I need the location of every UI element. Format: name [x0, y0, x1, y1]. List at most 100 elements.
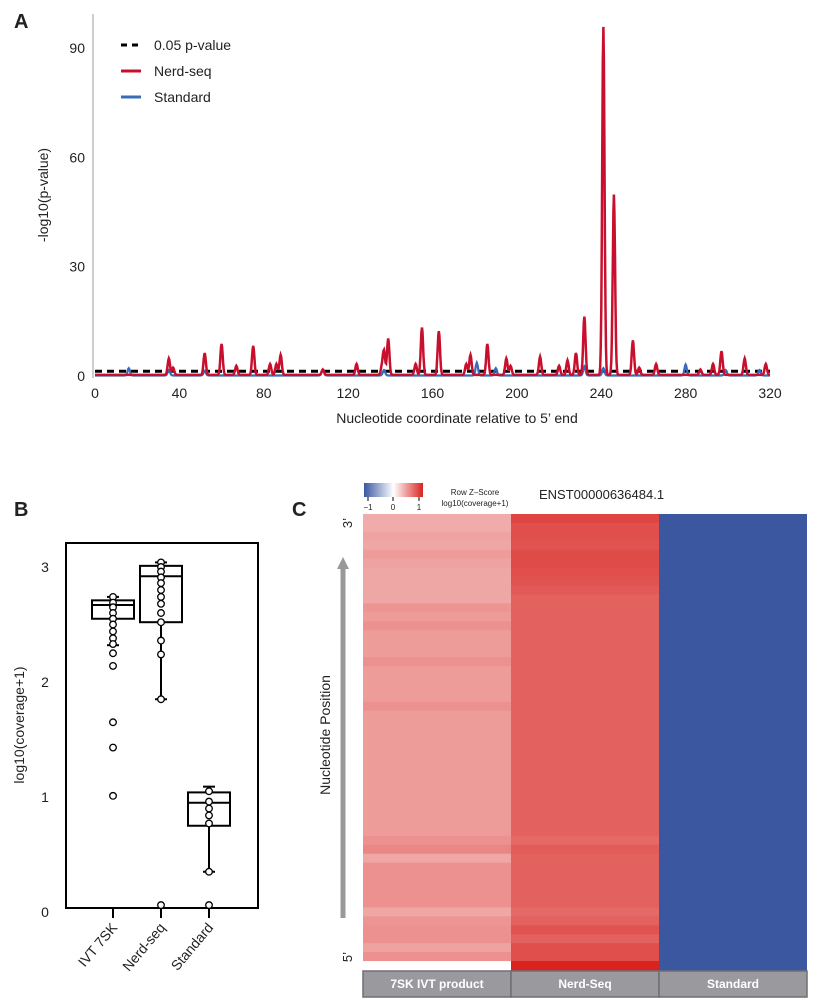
- heatmap-cell: [363, 549, 511, 560]
- heatmap-cell: [511, 800, 659, 810]
- heatmap-cell: [659, 835, 807, 846]
- colorbar-ticks: −1 0 1: [363, 497, 422, 512]
- heatmap-cell: [363, 800, 511, 810]
- heatmap-cell: [511, 603, 659, 613]
- heatmap-cell: [511, 889, 659, 900]
- heatmap-cell: [659, 818, 807, 828]
- x-tick-label: 80: [256, 385, 272, 401]
- heatmap-cell: [659, 800, 807, 810]
- heatmap-cell: [659, 826, 807, 837]
- legend-threshold-label: 0.05 p-value: [154, 37, 231, 53]
- data-point: [157, 599, 165, 608]
- heatmap-cell: [511, 648, 659, 658]
- heatmap-cell: [659, 603, 807, 613]
- heatmap-cell: [363, 666, 511, 676]
- data-point: [109, 620, 117, 629]
- heatmap-cell: [659, 540, 807, 551]
- heatmap-cell: [511, 701, 659, 712]
- data-point: [205, 811, 213, 820]
- heatmap-cell: [363, 657, 511, 667]
- y-tick-label: 0: [77, 368, 85, 384]
- heatmap-cell: [511, 746, 659, 757]
- heatmap-cell: [363, 558, 511, 569]
- heatmap-cell: [511, 907, 659, 917]
- heatmap-cell: [659, 782, 807, 792]
- series-line-standard: [95, 359, 770, 377]
- column-label: Standard: [707, 977, 759, 991]
- heatmap-cell: [511, 639, 659, 649]
- heatmap-cell: [659, 943, 807, 953]
- heatmap-cell: [363, 746, 511, 757]
- heatmap-cell: [659, 746, 807, 757]
- colorbar-tick: 0: [391, 503, 396, 512]
- heatmap-cell: [659, 889, 807, 900]
- heatmap-cell: [511, 961, 659, 971]
- heatmap-cell: [659, 522, 807, 533]
- heatmap-cell: [659, 567, 807, 578]
- heatmap-cell: [659, 862, 807, 873]
- heatmap-cell: [363, 961, 511, 971]
- heatmap-cell: [659, 719, 807, 730]
- heatmap-cell: [363, 514, 511, 524]
- heatmap-cell: [363, 809, 511, 819]
- heatmap-cell: [659, 531, 807, 542]
- y-tick-label: 1: [41, 789, 49, 805]
- heatmap-cell: [511, 531, 659, 542]
- arrow-up-icon: [337, 557, 349, 569]
- heatmap-cell: [511, 791, 659, 801]
- heatmap-cell: [659, 791, 807, 801]
- heatmap-cell: [363, 835, 511, 846]
- heatmap-cell: [511, 594, 659, 605]
- heatmap-cell: [363, 674, 511, 685]
- heatmap-cell: [363, 585, 511, 596]
- heatmap-cell: [511, 692, 659, 703]
- x-tick-label: 0: [91, 385, 99, 401]
- heatmap-cell: [363, 925, 511, 935]
- heatmap-cell: [659, 737, 807, 748]
- heatmap-cell: [659, 683, 807, 694]
- heatmap-cell: [511, 880, 659, 891]
- y-tick-label: 90: [69, 40, 85, 56]
- data-point: [157, 901, 165, 910]
- data-point: [157, 592, 165, 601]
- colorbar-title: Row Z–Score: [451, 488, 500, 497]
- heatmap-cell: [511, 683, 659, 694]
- heatmap-cell: [363, 898, 511, 909]
- heatmap-cell: [511, 576, 659, 587]
- heatmap-cell: [659, 907, 807, 917]
- data-point: [205, 797, 213, 806]
- heatmap-cell: [659, 576, 807, 587]
- heatmap-cell: [363, 773, 511, 783]
- data-point: [109, 791, 117, 800]
- heatmap-cell: [363, 701, 511, 712]
- heatmap-cell: [659, 710, 807, 721]
- data-point: [157, 650, 165, 659]
- x-tick-label: 200: [505, 385, 529, 401]
- heatmap-cell: [511, 782, 659, 792]
- heatmap-cell: [363, 522, 511, 533]
- heatmap-cell: [511, 853, 659, 864]
- heatmap-cell: [511, 612, 659, 622]
- data-point: [157, 636, 165, 645]
- heatmap-cell: [659, 701, 807, 712]
- data-point: [157, 586, 165, 594]
- heatmap-cell: [659, 844, 807, 855]
- heatmap-cell: [511, 826, 659, 837]
- column-header: [658, 970, 808, 998]
- x-tick-label: Nerd-seq: [119, 920, 168, 974]
- heatmap-cell: [659, 666, 807, 676]
- data-point: [205, 901, 213, 910]
- y-tick-label: 3: [41, 559, 49, 575]
- heatmap-cell: [659, 692, 807, 703]
- heatmap-cell: [363, 818, 511, 828]
- heatmap-y-label: Nucleotide Position: [317, 675, 333, 795]
- heatmap-cell: [511, 818, 659, 828]
- data-point: [205, 804, 213, 813]
- heatmap-cell: [363, 934, 511, 944]
- heatmap-cell: [511, 585, 659, 596]
- heatmap-cell: [659, 674, 807, 685]
- panel-label-a: A: [14, 11, 28, 33]
- heatmap-cell: [363, 853, 511, 864]
